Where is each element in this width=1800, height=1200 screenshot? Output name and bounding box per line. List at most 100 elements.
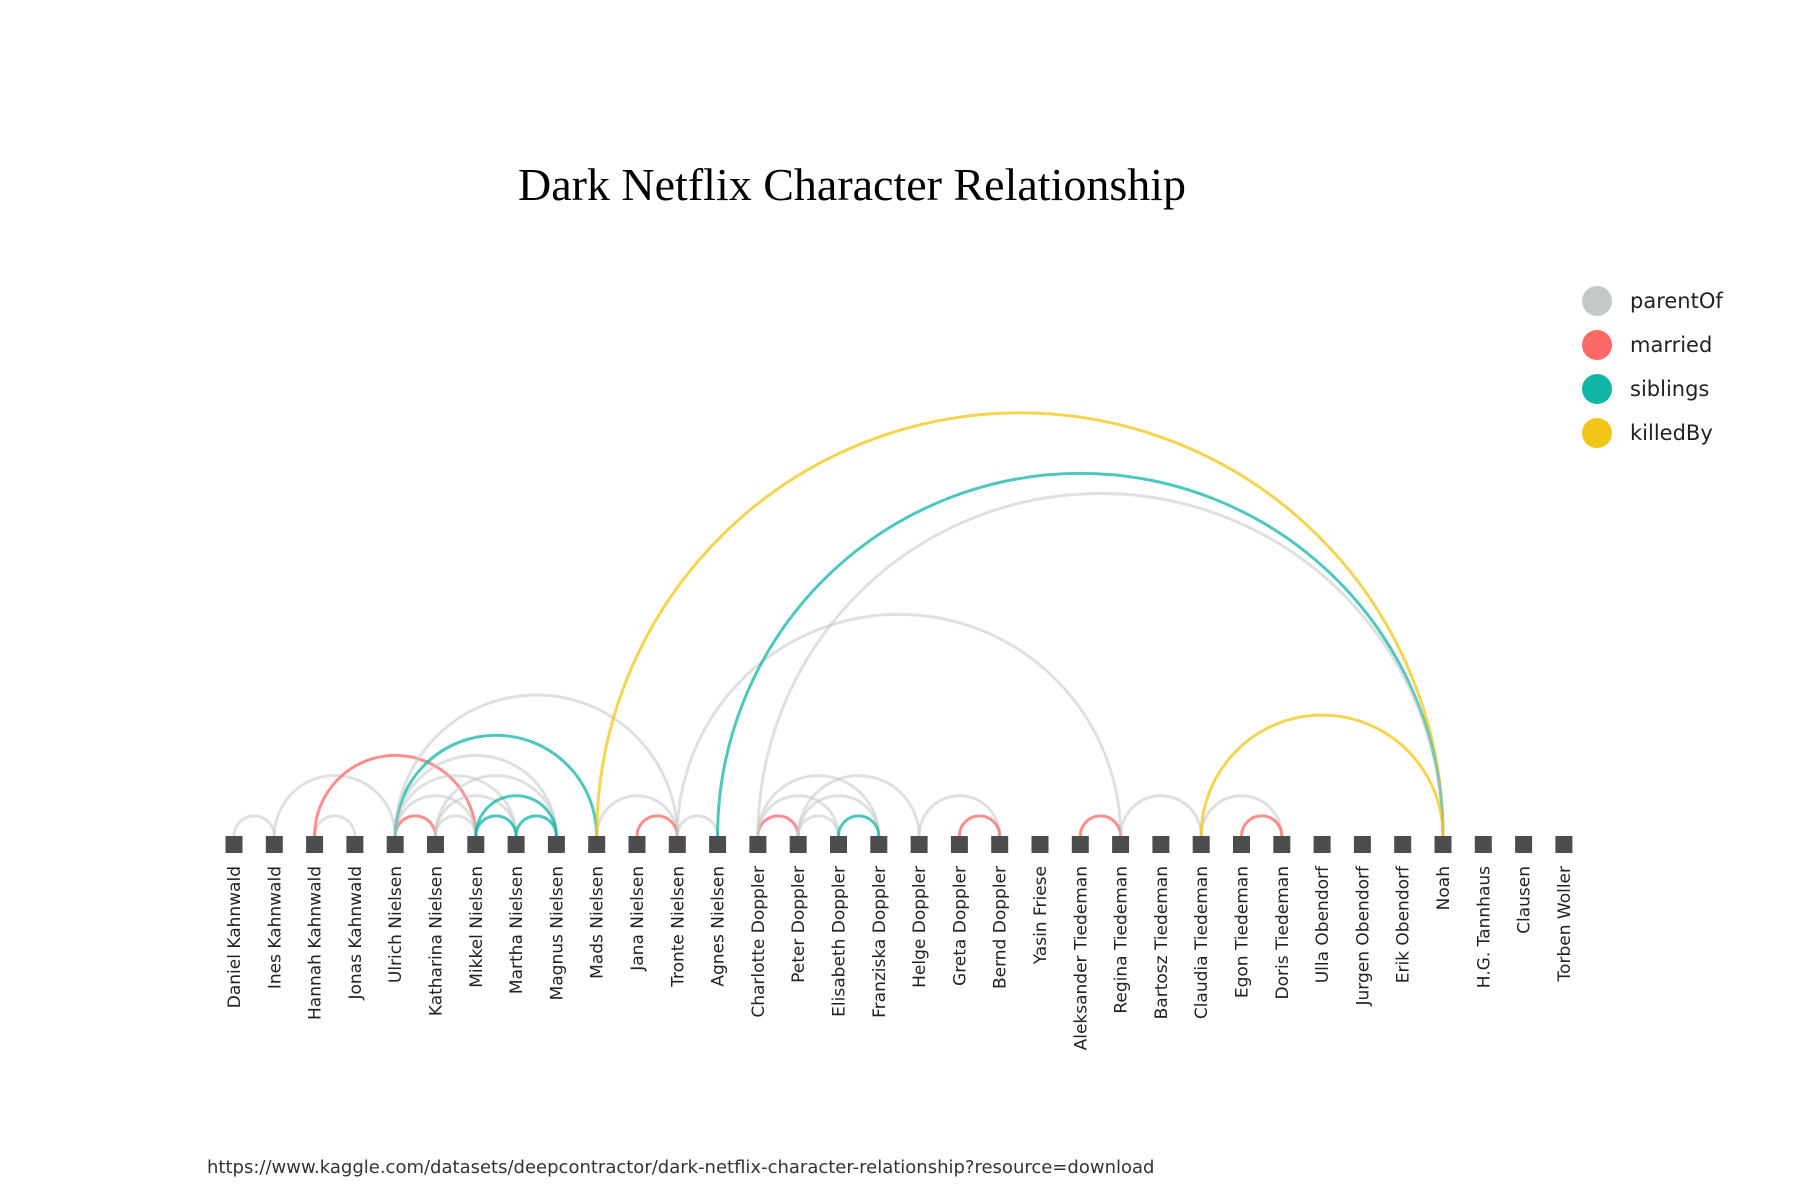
arc-parentOf-peter-doppler-elisabeth-doppler	[796, 814, 840, 837]
node-bernd-doppler	[991, 836, 1009, 853]
arc-married-hannah-kahnwald-mikkel-nielsen	[313, 753, 478, 837]
character-labels: Daniel Kahnwald Ines Kahnwald Hannah Kahnw…	[225, 865, 1575, 1050]
legend-swatch-parentof	[1582, 286, 1612, 316]
arc-parentOf-ulrich-nielsen-magnus-nielsen	[393, 753, 558, 837]
arc-parentOf-claudia-tiedeman-doris-tiedeman	[1199, 794, 1284, 837]
node-helge-doppler	[910, 836, 928, 853]
node-torben-woller	[1555, 836, 1573, 853]
node-label-h-g-tannhaus: H.G. Tannhaus	[1474, 866, 1494, 988]
node-regina-tiedeman	[1112, 836, 1130, 853]
node-peter-doppler	[789, 836, 807, 853]
arc-parentOf-charlotte-doppler-noah	[756, 491, 1445, 837]
node-label-mads-nielsen: Mads Nielsen	[588, 866, 608, 979]
node-label-regina-tiedeman: Regina Tiedeman	[1112, 866, 1132, 1014]
node-label-egon-tiedeman: Egon Tiedeman	[1233, 866, 1253, 998]
arc-siblings-mikkel-nielsen-magnus-nielsen	[474, 794, 558, 837]
node-label-tronte-nielsen: Tronte Nielsen	[668, 866, 688, 988]
arc-killedBy-mads-nielsen-noah	[595, 411, 1445, 837]
arc-parentOf-ulrich-nielsen-martha-nielsen	[393, 774, 518, 837]
node-label-doris-tiedeman: Doris Tiedeman	[1273, 866, 1293, 1000]
node-h-g-tannhaus	[1474, 836, 1492, 853]
node-mads-nielsen	[588, 836, 606, 853]
arc-parentOf-katharina-nielsen-mikkel-nielsen	[434, 814, 478, 837]
node-erik-obendorf	[1394, 836, 1412, 853]
relationship-arcs	[232, 411, 1445, 837]
node-aleksander-tiedeman	[1071, 836, 1089, 853]
node-label-clausen: Clausen	[1515, 866, 1535, 934]
node-label-jurgen-obendorf: Jurgen Obendorf	[1353, 865, 1373, 1006]
node-label-claudia-tiedeman: Claudia Tiedeman	[1192, 866, 1212, 1019]
legend-swatch-married	[1582, 330, 1612, 360]
arc-married-egon-tiedeman-doris-tiedeman	[1240, 814, 1284, 837]
node-label-greta-doppler: Greta Doppler	[950, 866, 970, 986]
arc-parentOf-helge-doppler-bernd-doppler	[917, 794, 1002, 837]
node-label-ulrich-nielsen: Ulrich Nielsen	[386, 866, 406, 983]
node-label-bartosz-tiedeman: Bartosz Tiedeman	[1152, 866, 1172, 1019]
node-label-erik-obendorf: Erik Obendorf	[1394, 865, 1414, 983]
node-label-torben-woller: Torben Woller	[1555, 866, 1575, 982]
node-bartosz-tiedeman	[1152, 836, 1170, 853]
node-elisabeth-doppler	[830, 836, 847, 853]
arc-siblings-elisabeth-doppler-franziska-doppler	[837, 814, 881, 837]
node-label-ulla-obendorf: Ulla Obendorf	[1313, 865, 1333, 983]
node-noah	[1434, 836, 1452, 853]
legend-label-siblings: siblings	[1630, 377, 1709, 401]
node-label-jonas-kahnwald: Jonas Kahnwald	[346, 866, 366, 1001]
arc-siblings-mikkel-nielsen-martha-nielsen	[474, 814, 518, 837]
node-label-katharina-nielsen: Katharina Nielsen	[427, 866, 447, 1016]
arc-parentOf-tronte-nielsen-regina-tiedeman	[675, 612, 1123, 837]
arc-parentOf-ulrich-nielsen-tronte-nielsen	[393, 693, 679, 837]
arc-parentOf-hannah-kahnwald-jonas-kahnwald	[313, 814, 357, 837]
legend-swatch-killedby	[1582, 418, 1612, 448]
legend-label-married: married	[1630, 333, 1712, 357]
node-ulrich-nielsen	[386, 836, 404, 853]
node-tronte-nielsen	[668, 836, 686, 853]
node-label-franziska-doppler: Franziska Doppler	[870, 866, 890, 1018]
node-clausen	[1515, 836, 1533, 853]
node-label-daniel-kahnwald: Daniel Kahnwald	[225, 866, 245, 1008]
node-greta-doppler	[950, 836, 968, 853]
node-jurgen-obendorf	[1353, 836, 1371, 853]
chart-title: Dark Netflix Character Relationship	[518, 159, 1186, 210]
arc-married-ulrich-nielsen-katharina-nielsen	[393, 814, 437, 837]
arc-parentOf-katharina-nielsen-martha-nielsen	[434, 794, 518, 837]
arc-parentOf-peter-doppler-helge-doppler	[796, 774, 921, 837]
node-label-hannah-kahnwald: Hannah Kahnwald	[306, 866, 326, 1020]
node-daniel-kahnwald	[225, 836, 243, 853]
arc-parentOf-daniel-kahnwald-ines-kahnwald	[232, 814, 276, 837]
arc-parentOf-tronte-nielsen-agnes-nielsen	[675, 814, 720, 837]
legend-label-parentof: parentOf	[1630, 289, 1723, 313]
arc-siblings-ulrich-nielsen-mads-nielsen	[393, 733, 599, 837]
node-katharina-nielsen	[427, 836, 444, 853]
node-egon-tiedeman	[1233, 836, 1250, 853]
node-yasin-friese	[1031, 836, 1049, 853]
arc-married-charlotte-doppler-peter-doppler	[756, 814, 800, 837]
legend: parentOf married siblings killedBy	[1582, 286, 1723, 448]
arc-married-greta-doppler-bernd-doppler	[957, 814, 1002, 837]
node-label-ines-kahnwald: Ines Kahnwald	[265, 866, 285, 989]
arc-parentOf-katharina-nielsen-magnus-nielsen	[434, 774, 558, 837]
node-charlotte-doppler	[749, 836, 767, 853]
node-ulla-obendorf	[1313, 836, 1331, 853]
node-jonas-kahnwald	[346, 836, 364, 853]
arc-parentOf-regina-tiedeman-claudia-tiedeman	[1119, 794, 1203, 837]
arc-parentOf-mads-nielsen-tronte-nielsen	[595, 794, 679, 837]
node-label-charlotte-doppler: Charlotte Doppler	[749, 866, 769, 1018]
node-label-peter-doppler: Peter Doppler	[789, 866, 809, 983]
node-label-jana-nielsen: Jana Nielsen	[628, 866, 648, 972]
node-ines-kahnwald	[265, 836, 283, 853]
legend-label-killedby: killedBy	[1630, 421, 1713, 445]
node-label-mikkel-nielsen: Mikkel Nielsen	[467, 866, 487, 988]
arc-siblings-agnes-nielsen-noah	[716, 471, 1445, 837]
node-agnes-nielsen	[709, 836, 727, 853]
character-nodes	[225, 836, 1573, 853]
node-franziska-doppler	[870, 836, 888, 853]
node-label-aleksander-tiedeman: Aleksander Tiedeman	[1071, 866, 1091, 1050]
node-mikkel-nielsen	[467, 836, 485, 853]
node-claudia-tiedeman	[1192, 836, 1210, 853]
node-magnus-nielsen	[547, 836, 565, 853]
node-label-elisabeth-doppler: Elisabeth Doppler	[830, 866, 850, 1017]
node-label-bernd-doppler: Bernd Doppler	[991, 866, 1011, 989]
